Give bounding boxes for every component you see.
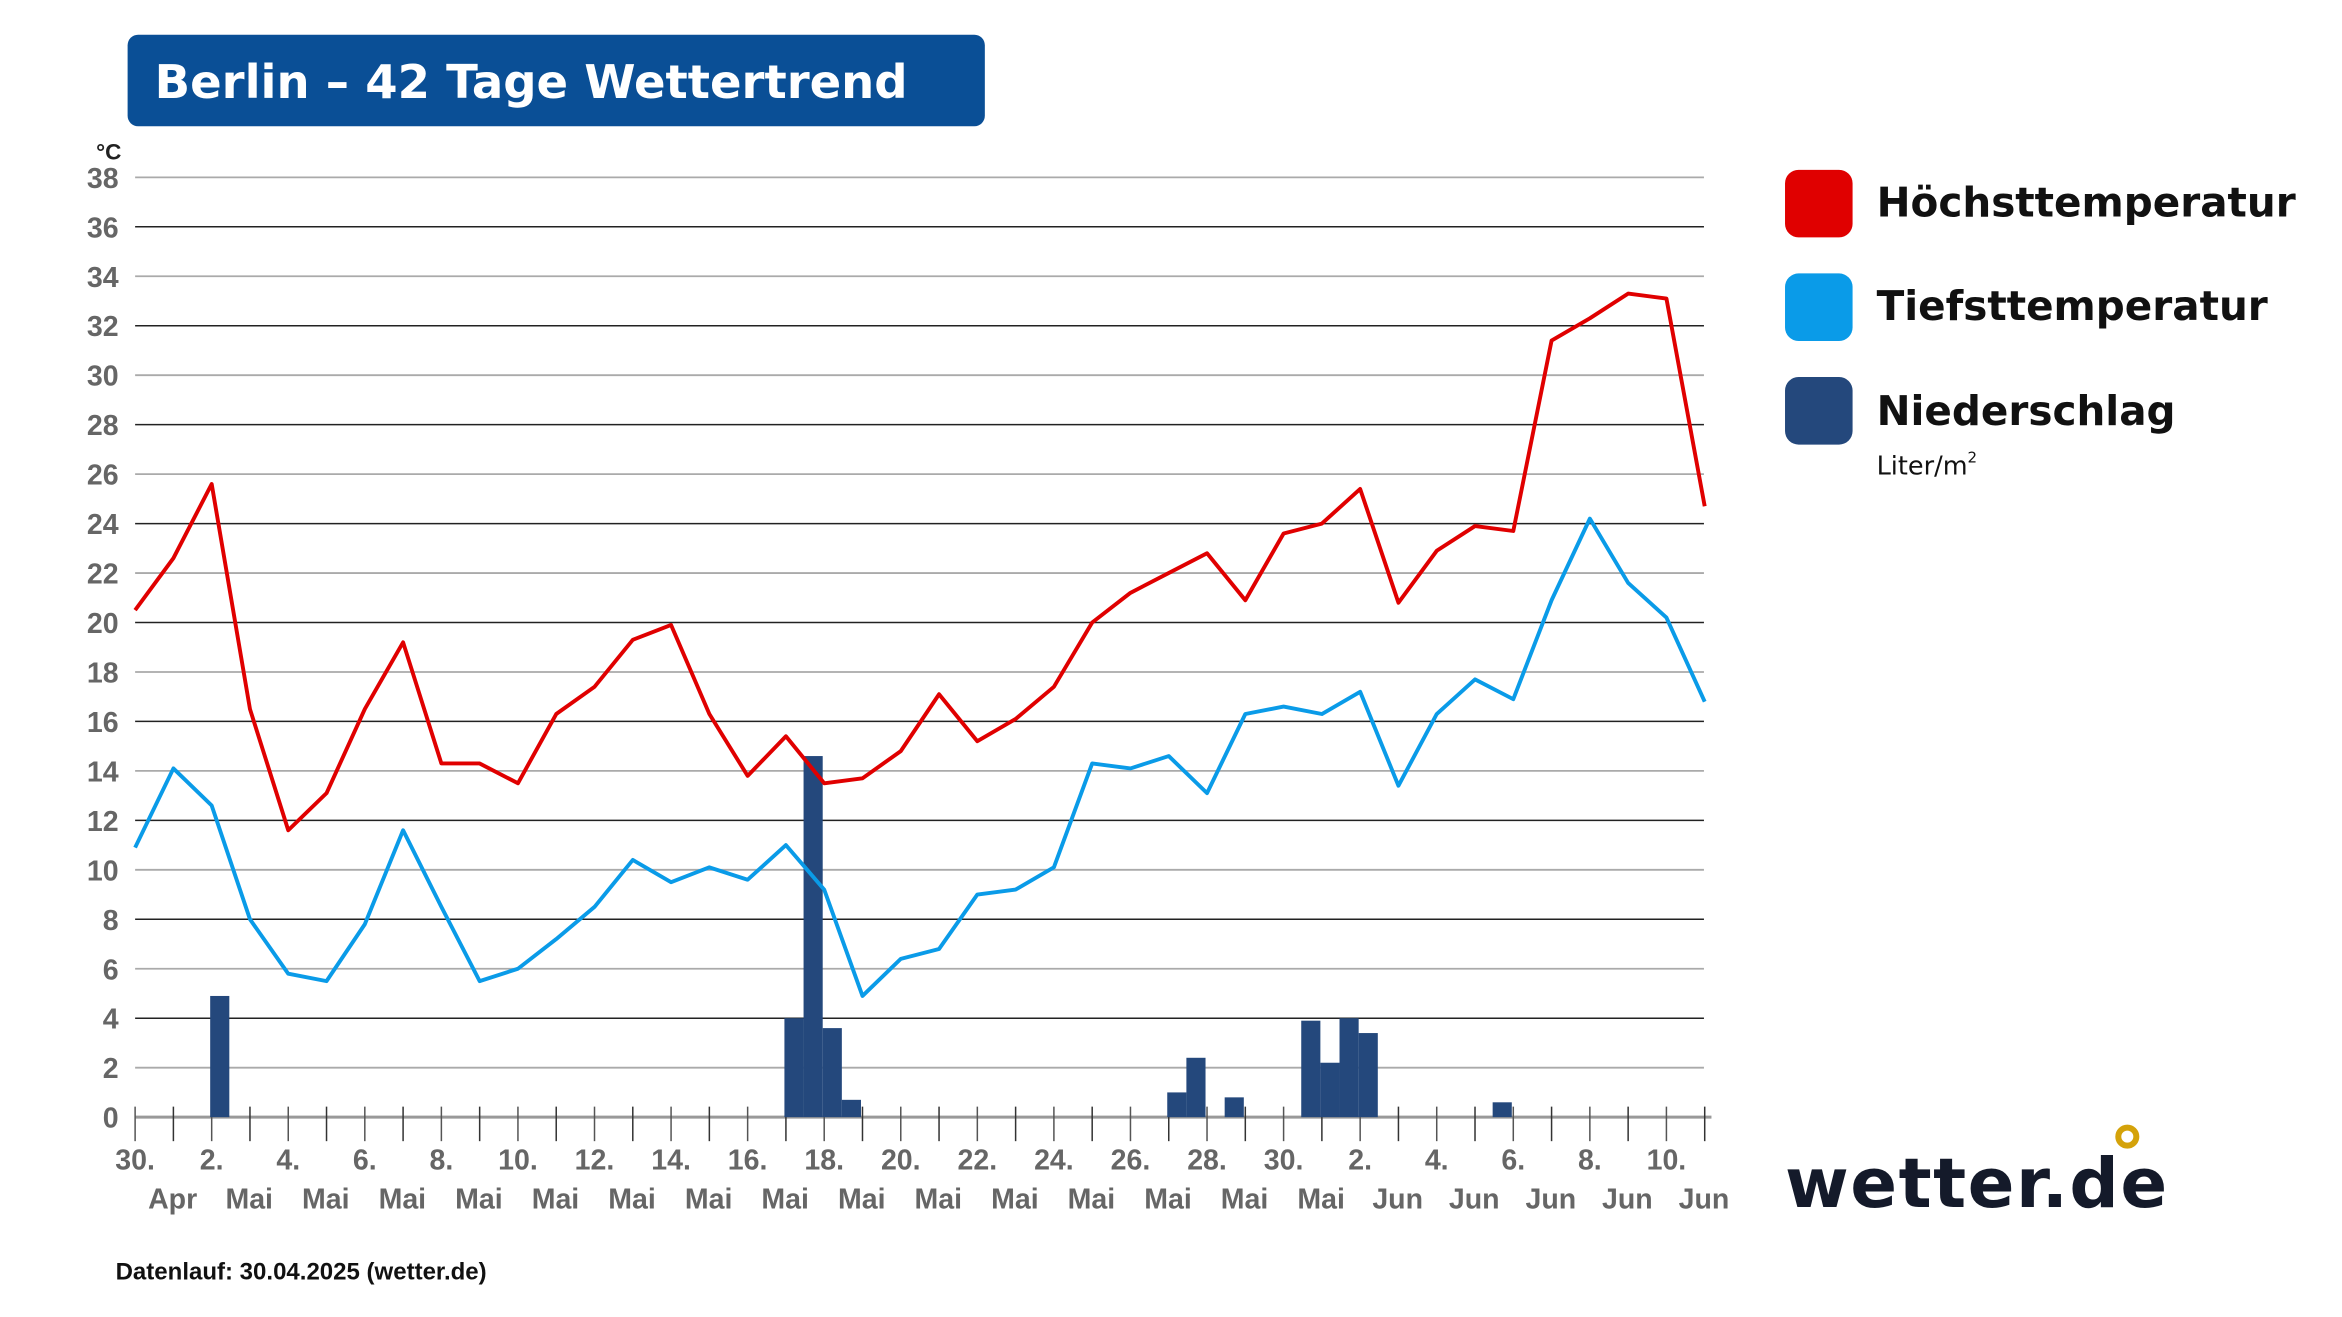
x-tick-day-label: 24. [1034, 1145, 1074, 1177]
x-tick-day-label: 2. [200, 1145, 224, 1177]
legend-swatch-max [1785, 169, 1853, 238]
y-tick-label: 20 [87, 608, 119, 640]
y-tick-label: 4 [103, 1004, 119, 1036]
legend-label-max: Höchsttemperatur [1877, 178, 2296, 226]
temperature-lines [133, 291, 1707, 998]
y-tick-label: 24 [87, 509, 119, 541]
y-tick-label: 6 [103, 954, 119, 986]
precipitation-bar [1492, 1102, 1512, 1118]
y-tick-label: 2 [103, 1053, 119, 1085]
x-tick-month-label: Mai [761, 1184, 809, 1216]
data-run-footer: Datenlauf: 30.04.2025 (wetter.de) [116, 1258, 487, 1285]
x-tick-month-label: Mai [455, 1184, 503, 1216]
x-tick-day-label: 28. [1187, 1145, 1227, 1177]
y-axis-unit: °C [96, 139, 121, 164]
precipitation-bar [1186, 1057, 1206, 1118]
x-axis: 30.Apr2.Mai4.Mai6.Mai8.Mai10.Mai12.Mai14… [115, 1106, 1730, 1216]
x-tick-day-label: 4. [276, 1145, 300, 1177]
x-tick-month-label: Mai [1068, 1184, 1116, 1216]
precipitation-bar [784, 1018, 804, 1118]
x-tick-month-label: Apr [148, 1184, 197, 1216]
x-tick-day-label: 16. [728, 1145, 768, 1177]
precipitation-bar [1339, 1018, 1359, 1118]
x-tick-day-label: 2. [1348, 1145, 1372, 1177]
x-tick-month-label: Mai [991, 1184, 1039, 1216]
x-tick-month-label: Mai [685, 1184, 733, 1216]
x-tick-month-label: Mai [838, 1184, 886, 1216]
y-tick-label: 32 [87, 311, 119, 343]
x-tick-day-label: 4. [1425, 1145, 1449, 1177]
y-tick-label: 34 [87, 262, 119, 294]
x-tick-day-label: 14. [651, 1145, 691, 1177]
y-tick-label: 36 [87, 212, 119, 244]
precipitation-bar [822, 1028, 842, 1118]
x-tick-month-label: Jun [1449, 1184, 1500, 1216]
y-tick-label: 30 [87, 361, 119, 393]
precipitation-bar [803, 756, 823, 1118]
legend-precip-unit: Liter/m2 [1877, 449, 1978, 482]
y-tick-label: 12 [87, 806, 119, 838]
x-tick-month-label: Mai [608, 1184, 656, 1216]
x-tick-month-label: Mai [302, 1184, 350, 1216]
y-tick-label: 0 [103, 1103, 119, 1135]
x-tick-day-label: 30. [1264, 1145, 1304, 1177]
x-tick-day-label: 10. [498, 1145, 538, 1177]
x-tick-day-label: 18. [804, 1145, 844, 1177]
x-tick-month-label: Mai [225, 1184, 273, 1216]
precipitation-bar [1301, 1020, 1321, 1118]
legend-swatch-precip [1785, 377, 1853, 445]
x-tick-month-label: Mai [1144, 1184, 1192, 1216]
x-tick-month-label: Jun [1602, 1184, 1653, 1216]
logo-dot-icon [2115, 1124, 2140, 1149]
x-tick-day-label: 10. [1647, 1145, 1687, 1177]
x-tick-day-label: 6. [1501, 1145, 1525, 1177]
precipitation-bar [1358, 1033, 1378, 1118]
max-temperature-line [133, 291, 1707, 833]
legend-label-precip: Niederschlag [1877, 387, 2176, 435]
precipitation-bar [1320, 1062, 1340, 1118]
chart-title: Berlin – 42 Tage Wettertrend [155, 55, 908, 109]
x-tick-day-label: 22. [958, 1145, 998, 1177]
y-tick-label: 18 [87, 657, 119, 689]
x-tick-month-label: Jun [1372, 1184, 1423, 1216]
precipitation-bar [210, 995, 230, 1118]
x-tick-month-label: Mai [915, 1184, 963, 1216]
x-tick-month-label: Mai [532, 1184, 580, 1216]
y-tick-label: 28 [87, 410, 119, 442]
precipitation-bar [1224, 1097, 1244, 1118]
x-tick-day-label: 6. [353, 1145, 377, 1177]
x-tick-day-label: 8. [1578, 1145, 1602, 1177]
y-tick-label: 38 [87, 163, 119, 195]
y-tick-label: 10 [87, 855, 119, 887]
y-tick-label: 8 [103, 905, 119, 937]
legend-swatch-min [1785, 273, 1853, 341]
precipitation-bar [1167, 1092, 1187, 1118]
x-tick-month-label: Mai [1221, 1184, 1269, 1216]
legend: Höchsttemperatur Tiefsttemperatur Nieder… [1785, 169, 2296, 482]
y-tick-label: 14 [87, 756, 119, 788]
x-tick-month-label: Jun [1525, 1184, 1576, 1216]
precipitation-bar [841, 1099, 861, 1118]
x-tick-day-label: 26. [1111, 1145, 1151, 1177]
min-temperature-line [133, 516, 1707, 998]
precipitation-bars [210, 756, 1512, 1118]
x-tick-day-label: 20. [881, 1145, 921, 1177]
legend-label-min: Tiefsttemperatur [1877, 282, 2268, 330]
x-tick-day-label: 30. [115, 1145, 155, 1177]
x-tick-month-label: Jun [1679, 1184, 1730, 1216]
y-tick-label: 22 [87, 559, 119, 591]
gridlines [135, 176, 1704, 1119]
title-banner [127, 34, 985, 127]
y-tick-label: 16 [87, 707, 119, 739]
x-tick-day-label: 12. [575, 1145, 615, 1177]
x-tick-month-label: Mai [379, 1184, 427, 1216]
y-tick-label: 26 [87, 460, 119, 492]
logo-text: wetter.de [1785, 1144, 2169, 1224]
wetter-de-logo: wetter.de [1785, 1124, 2169, 1224]
x-tick-day-label: 8. [429, 1145, 453, 1177]
x-tick-month-label: Mai [1297, 1184, 1345, 1216]
